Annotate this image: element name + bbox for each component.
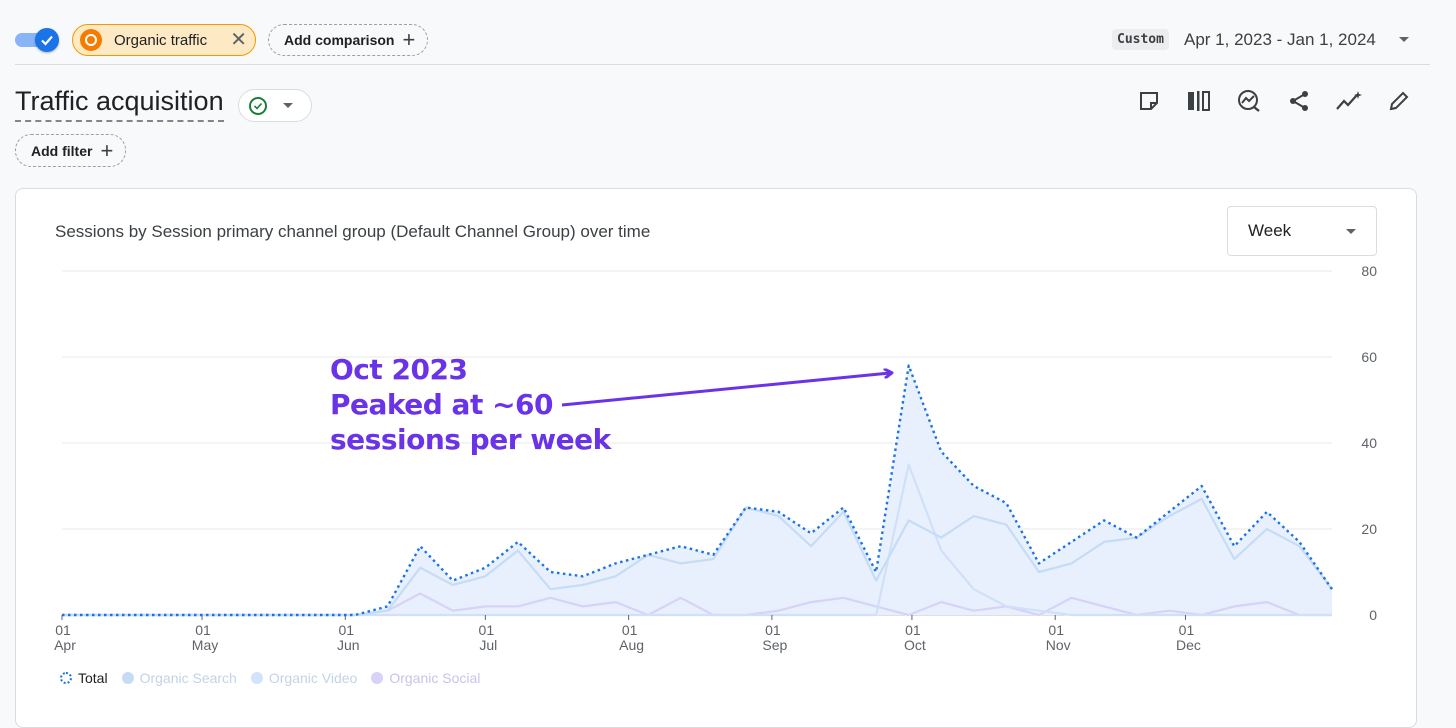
report-status-dropdown[interactable] [238,89,312,122]
annotation-arrow [561,373,890,407]
chart-card [15,188,1417,728]
segment-badge-icon [80,29,102,51]
close-icon[interactable]: ✕ [230,29,247,51]
x-tick-month: Jun [337,637,360,653]
x-tick-day: 01 [905,622,921,638]
page-title[interactable]: Traffic acquisition [15,86,224,122]
y-tick-label: 20 [1361,521,1377,537]
date-range-chevron-down-icon[interactable] [1399,37,1409,42]
legend-label: Organic Social [389,670,481,686]
report-toolbar [1134,86,1434,116]
x-tick-day: 01 [1048,622,1064,638]
legend-item-total[interactable]: Total [60,670,108,686]
add-comparison-label: Add comparison [284,32,395,48]
header-divider [15,64,1430,65]
add-comparison-button[interactable]: Add comparison + [268,24,429,56]
x-tick-month: Dec [1176,637,1201,653]
annotation-line-2: Peaked at ~60 [330,388,554,421]
total-area [62,365,1332,615]
add-filter-label: Add filter [31,142,93,159]
x-tick-day: 01 [765,622,781,638]
legend-dot-icon [121,672,134,684]
date-preset-badge: Custom [1112,29,1169,50]
x-tick-month: Oct [904,637,926,653]
legend-label: Organic Video [268,670,358,686]
legend-dot-icon [250,672,263,684]
plus-icon: + [402,27,416,52]
x-tick-month: May [192,637,218,653]
comparison-toggle[interactable] [15,28,59,52]
x-tick-day: 01 [622,622,638,638]
add-filter-button[interactable]: Add filter + [15,134,127,167]
date-range-picker[interactable]: Apr 1, 2023 - Jan 1, 2024 [1184,30,1376,50]
x-tick-day: 01 [1179,622,1195,638]
check-icon [35,28,59,52]
insights-note-icon[interactable] [1134,86,1164,116]
y-tick-label: 60 [1361,349,1377,365]
annotation-line-1: Oct 2023 [330,353,468,386]
x-tick-day: 01 [195,622,211,638]
x-tick-month: Aug [619,637,644,653]
trending-sparkle-icon[interactable] [1334,86,1364,116]
x-tick-day: 01 [339,622,355,638]
plus-icon: + [100,137,114,163]
y-tick-label: 0 [1369,607,1377,623]
segment-chip-label: Organic traffic [114,31,208,49]
chart-title: Sessions by Session primary channel grou… [55,222,651,241]
legend-dotted-circle-icon [60,672,72,684]
check-circle-icon [249,96,267,115]
legend-dot-icon [371,672,384,684]
legend-label: Organic Search [139,670,237,686]
x-tick-month: Apr [54,637,76,653]
share-icon[interactable] [1284,86,1314,116]
x-tick-month: Jul [479,637,497,653]
legend-item-organic-video[interactable]: Organic Video [250,670,358,686]
chevron-down-icon [1346,228,1356,234]
segment-chip-organic-traffic[interactable]: Organic traffic ✕ [72,24,256,56]
compare-columns-icon[interactable] [1184,86,1214,116]
x-tick-day: 01 [479,622,495,638]
granularity-value: Week [1248,221,1292,240]
legend-item-organic-search[interactable]: Organic Search [121,670,237,686]
y-tick-label: 80 [1361,263,1377,279]
annotation-line-3: sessions per week [330,423,611,456]
y-tick-label: 40 [1361,435,1377,451]
x-tick-month: Sep [762,637,787,653]
insights-chart-icon[interactable] [1234,86,1264,116]
legend-item-organic-social[interactable]: Organic Social [371,670,480,686]
legend-label: Total [78,670,108,686]
granularity-select[interactable]: Week [1227,206,1377,256]
x-tick-day: 01 [55,622,71,638]
chart-annotation: Oct 2023 Peaked at ~60 sessions per week [330,352,611,457]
edit-pencil-icon[interactable] [1384,86,1414,116]
date-range-text: Apr 1, 2023 - Jan 1, 2024 [1184,30,1376,49]
x-tick-month: Nov [1046,637,1071,653]
chevron-down-icon [283,103,293,108]
chart-legend: Total Organic Search Organic Video Organ… [60,670,494,686]
series-line-total [62,364,1333,617]
